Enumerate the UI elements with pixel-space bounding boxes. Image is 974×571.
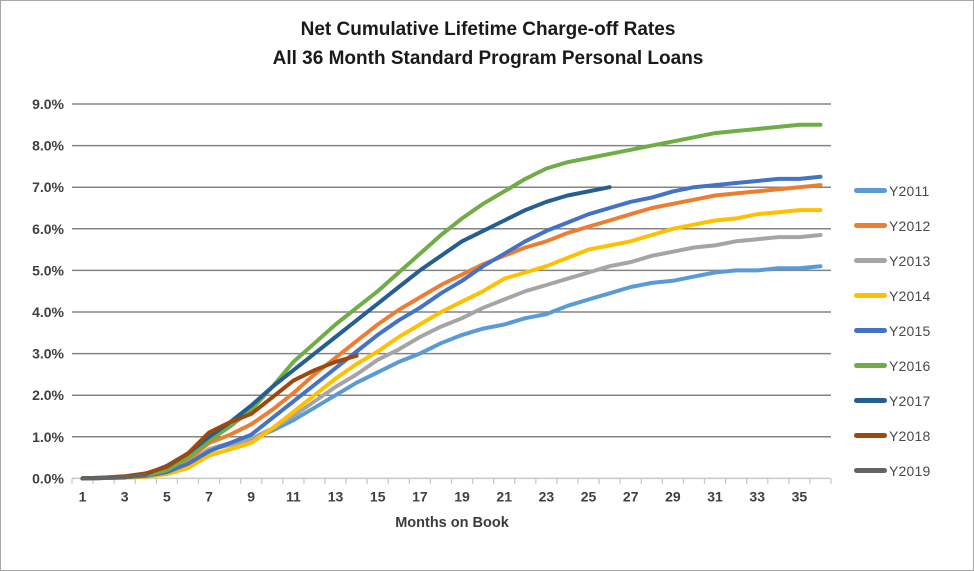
x-tick-label: 5 — [163, 488, 171, 504]
legend-label: Y2018 — [889, 427, 931, 444]
x-tick-label: 9 — [247, 488, 255, 504]
legend-swatch-y2013 — [854, 258, 887, 263]
legend-swatch-y2019 — [854, 468, 887, 473]
legend-item-y2017: Y2017 — [854, 383, 972, 418]
y-tick-label: 3.0% — [32, 346, 64, 362]
y-tick-label: 8.0% — [32, 138, 64, 154]
x-tick-label: 21 — [496, 488, 512, 504]
chart-title: Net Cumulative Lifetime Charge-off Rates — [300, 19, 676, 40]
y-tick-label: 7.0% — [32, 179, 64, 195]
x-tick-label: 11 — [286, 488, 301, 504]
legend-swatch-y2014 — [854, 293, 887, 298]
legend-swatch-y2012 — [854, 223, 887, 228]
y-tick-label: 0.0% — [32, 470, 64, 486]
legend-label: Y2013 — [889, 252, 931, 269]
x-tick-label: 19 — [454, 488, 470, 504]
x-tick-label: 31 — [707, 488, 723, 504]
legend-item-y2012: Y2012 — [854, 208, 972, 243]
legend-item-y2011: Y2011 — [854, 173, 972, 208]
legend-swatch-y2017 — [854, 398, 887, 403]
legend-item-y2015: Y2015 — [854, 313, 972, 348]
legend-item-y2014: Y2014 — [854, 278, 972, 313]
x-tick-label: 7 — [205, 488, 213, 504]
x-tick-label: 29 — [665, 488, 681, 504]
x-tick-label: 1 — [79, 488, 87, 504]
legend-label: Y2017 — [889, 392, 931, 409]
x-tick-label: 15 — [370, 488, 386, 504]
legend-swatch-y2018 — [854, 433, 887, 438]
series-line-Y2016 — [80, 122, 823, 481]
legend-swatch-y2016 — [854, 363, 887, 368]
series-line-Y2014 — [80, 208, 823, 481]
chart-title-block: Net Cumulative Lifetime Charge-off Rates… — [1, 15, 973, 74]
legend-item-y2016: Y2016 — [854, 348, 972, 383]
legend-label: Y2011 — [889, 182, 930, 199]
y-tick-label: 2.0% — [32, 387, 64, 403]
chart-legend: Y2011 Y2012 Y2013 Y2014 Y2015 Y2016 Y2017 Y2018… — [854, 173, 972, 488]
x-tick-label: 13 — [328, 488, 344, 504]
x-tick-label: 25 — [581, 488, 597, 504]
legend-swatch-y2011 — [854, 188, 887, 193]
x-tick-label: 17 — [412, 488, 428, 504]
y-tick-label: 6.0% — [32, 221, 64, 237]
series-line-Y2017 — [80, 185, 612, 481]
x-tick-label: 23 — [539, 488, 555, 504]
y-tick-label: 9.0% — [32, 96, 64, 112]
y-tick-label: 5.0% — [32, 262, 64, 278]
legend-label: Y2015 — [889, 322, 931, 339]
legend-item-y2013: Y2013 — [854, 243, 972, 278]
y-tick-label: 1.0% — [32, 429, 64, 445]
series-line-Y2015 — [80, 174, 823, 481]
series-line-Y2019 — [80, 473, 148, 481]
x-tick-label: 27 — [623, 488, 639, 504]
x-tick-label: 3 — [121, 488, 129, 504]
legend-label: Y2016 — [889, 357, 931, 374]
legend-label: Y2014 — [889, 287, 931, 304]
legend-label: Y2019 — [889, 462, 931, 479]
legend-item-y2019: Y2019 — [854, 453, 972, 488]
y-tick-label: 4.0% — [32, 304, 64, 320]
legend-item-y2018: Y2018 — [854, 418, 972, 453]
legend-label: Y2012 — [889, 217, 931, 234]
x-tick-label: 35 — [792, 488, 808, 504]
x-axis-title: Months on Book — [395, 515, 509, 531]
chart-subtitle: All 36 Month Standard Program Personal L… — [272, 48, 704, 70]
x-tick-label: 33 — [749, 488, 765, 504]
legend-swatch-y2015 — [854, 328, 887, 333]
